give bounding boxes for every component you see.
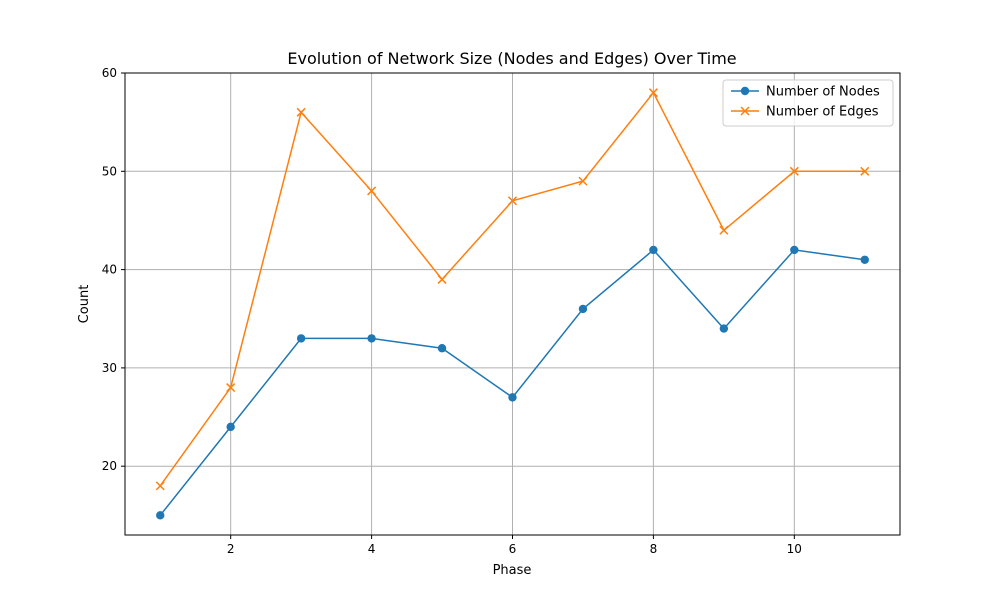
- legend: Number of Nodes Number of Edges: [722, 79, 894, 127]
- y-tick-label: 30: [102, 361, 117, 375]
- y-tick-label: 50: [102, 164, 117, 178]
- data-point-number-of-edges: [578, 176, 588, 186]
- x-tick-label: 8: [650, 542, 658, 556]
- legend-label-number-of-edges: Number of Edges: [766, 105, 879, 120]
- legend-label-number-of-nodes: Number of Nodes: [766, 85, 880, 100]
- data-point-number-of-nodes: [437, 344, 447, 353]
- x-tick-label: 6: [509, 542, 517, 556]
- data-point-number-of-edges: [437, 274, 447, 284]
- data-point-number-of-nodes: [860, 255, 869, 264]
- y-tick-label: 40: [102, 263, 117, 277]
- data-point-number-of-edges: [367, 186, 377, 196]
- legend-marker-number-of-edges: [740, 106, 750, 116]
- data-point-number-of-nodes: [367, 334, 376, 343]
- grid-lines: [125, 72, 900, 535]
- legend-marker-number-of-nodes: [740, 86, 750, 96]
- data-point-number-of-edges: [789, 166, 799, 176]
- data-point-number-of-edges: [648, 88, 658, 98]
- chart-title: Evolution of Network Size (Nodes and Edg…: [287, 49, 736, 68]
- data-point-number-of-edges: [155, 481, 165, 491]
- data-point-number-of-nodes: [156, 511, 165, 520]
- series-group: [155, 88, 870, 520]
- data-point-number-of-nodes: [790, 245, 799, 255]
- data-point-number-of-nodes: [508, 393, 517, 402]
- x-axis-label: Phase: [493, 563, 532, 578]
- data-point-number-of-edges: [719, 225, 729, 235]
- data-point-number-of-nodes: [226, 422, 235, 432]
- data-point-number-of-edges: [226, 383, 236, 393]
- data-point-number-of-edges: [507, 196, 518, 206]
- x-tick-label: 10: [787, 542, 802, 556]
- data-point-number-of-nodes: [296, 334, 306, 343]
- y-tick-label: 60: [102, 66, 117, 80]
- legend-box: [722, 79, 894, 127]
- data-point-number-of-edges: [860, 166, 870, 176]
- data-point-number-of-nodes: [578, 304, 588, 314]
- x-tick-label: 4: [368, 542, 376, 556]
- data-point-number-of-nodes: [649, 245, 658, 255]
- data-point-number-of-nodes: [719, 324, 729, 333]
- data-point-number-of-edges: [296, 107, 306, 117]
- x-tick-label: 2: [227, 542, 235, 556]
- y-axis-label: Count: [77, 285, 92, 324]
- axis-ticks: 2 4 6 8 10 20 30 40 50 60: [102, 66, 802, 556]
- y-tick-label: 20: [102, 459, 117, 473]
